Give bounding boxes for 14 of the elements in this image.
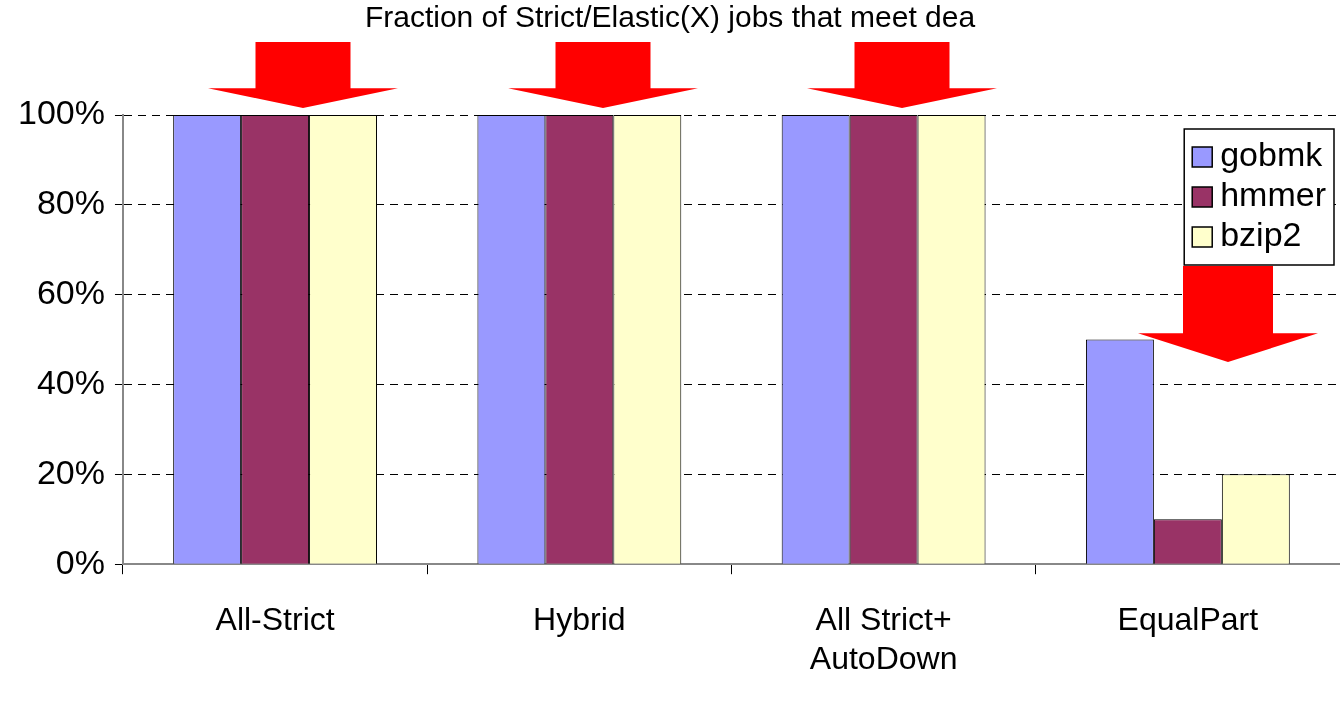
legend-label: gobmk xyxy=(1220,135,1324,174)
y-tick-label: 40% xyxy=(36,362,105,401)
chart-title: Fraction of Strict/Elastic(X) jobs that meet dea xyxy=(363,0,977,34)
y-tick-label: 20% xyxy=(36,452,105,491)
x-tick-label: Hybrid xyxy=(533,601,626,638)
legend-label: bzip2 xyxy=(1220,215,1302,254)
y-tick-label: 60% xyxy=(36,273,105,312)
x-tick-label: EqualPart xyxy=(1117,601,1259,638)
y-tick-label: 0% xyxy=(55,542,105,581)
x-tick-label: All-Strict xyxy=(215,601,335,638)
y-tick-label: 80% xyxy=(36,183,105,222)
x-tick-label: All Strict+ AutoDown xyxy=(809,601,958,676)
legend-label: hmmer xyxy=(1220,175,1327,214)
y-tick-label: 100% xyxy=(17,93,105,132)
